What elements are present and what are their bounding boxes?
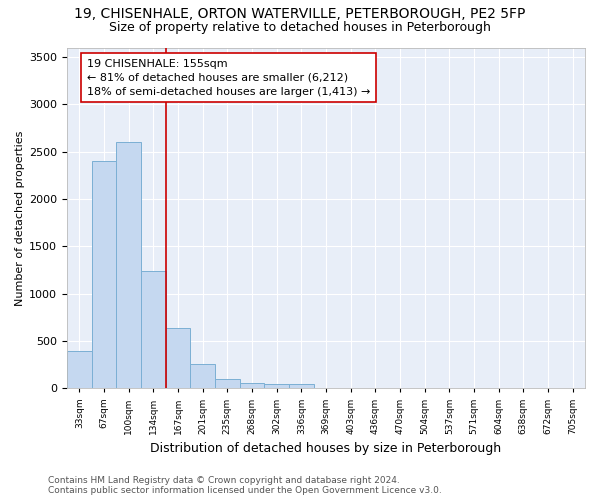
Bar xyxy=(190,364,215,388)
Bar xyxy=(265,384,289,388)
Bar xyxy=(215,379,239,388)
Bar xyxy=(67,352,92,389)
Text: 19 CHISENHALE: 155sqm
← 81% of detached houses are smaller (6,212)
18% of semi-d: 19 CHISENHALE: 155sqm ← 81% of detached … xyxy=(87,59,370,97)
Bar xyxy=(141,271,166,388)
Bar xyxy=(289,384,314,388)
Text: Size of property relative to detached houses in Peterborough: Size of property relative to detached ho… xyxy=(109,21,491,34)
Bar xyxy=(92,161,116,388)
Bar xyxy=(166,328,190,388)
Bar xyxy=(239,383,265,388)
Text: Contains HM Land Registry data © Crown copyright and database right 2024.
Contai: Contains HM Land Registry data © Crown c… xyxy=(48,476,442,495)
Bar xyxy=(116,142,141,388)
X-axis label: Distribution of detached houses by size in Peterborough: Distribution of detached houses by size … xyxy=(151,442,502,455)
Y-axis label: Number of detached properties: Number of detached properties xyxy=(15,130,25,306)
Text: 19, CHISENHALE, ORTON WATERVILLE, PETERBOROUGH, PE2 5FP: 19, CHISENHALE, ORTON WATERVILLE, PETERB… xyxy=(74,8,526,22)
